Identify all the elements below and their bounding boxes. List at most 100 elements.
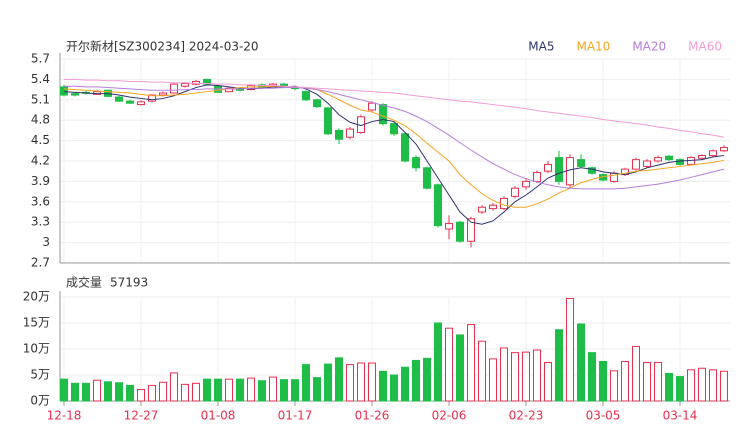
volume-bar	[533, 349, 541, 402]
candle-body	[71, 93, 79, 96]
volume-bar	[368, 362, 376, 402]
volume-bar	[610, 370, 618, 402]
volume-bar	[71, 382, 79, 402]
candle-body	[577, 159, 585, 167]
volume-bar	[313, 377, 321, 402]
candle-body	[313, 99, 321, 108]
legend-label: MA60	[688, 40, 722, 54]
volume-bar	[665, 372, 673, 402]
volume-bar	[445, 327, 453, 402]
candle-body	[720, 146, 728, 152]
candle-body	[126, 100, 134, 104]
volume-bar	[676, 376, 684, 402]
candle-body	[434, 184, 442, 227]
candle-body	[643, 160, 651, 167]
volume-bar	[621, 360, 629, 402]
ma-line	[63, 85, 725, 208]
x-tick-label: 12-18	[47, 409, 82, 423]
volume-bar	[159, 381, 167, 402]
candle-body	[137, 101, 145, 106]
y-tick-label: 3.9	[31, 174, 50, 188]
volume-bar	[401, 366, 409, 402]
volume-bar	[291, 379, 299, 402]
volume-bar	[467, 324, 475, 402]
volume-bar	[456, 334, 464, 402]
y-tick-label: 3	[42, 235, 50, 249]
candle-body	[489, 204, 497, 210]
candle-body	[456, 221, 464, 242]
candle-body	[346, 128, 354, 138]
y-tick-label: 4.5	[31, 133, 50, 147]
volume-bar	[269, 376, 277, 402]
candle-body	[401, 133, 409, 162]
ma-line	[64, 85, 725, 190]
volume-bar	[698, 367, 706, 402]
volume-bar	[335, 357, 343, 402]
candle-body	[665, 155, 673, 161]
x-tick-label: 03-05	[586, 409, 621, 423]
y-tick-label: 5万	[30, 368, 50, 382]
y-tick-label: 3.3	[31, 215, 50, 229]
volume-bar	[632, 345, 640, 402]
candle-body	[324, 107, 332, 135]
volume-bar	[720, 370, 728, 402]
candle-body	[181, 82, 189, 87]
candle-body	[148, 94, 156, 102]
volume-bar	[170, 372, 178, 402]
candle-body	[115, 96, 123, 102]
volume-bar	[82, 382, 90, 402]
candle-body	[379, 104, 387, 125]
candle-body	[423, 167, 431, 189]
ma-line	[64, 78, 725, 138]
volume-bar	[643, 362, 651, 402]
candle-body	[511, 187, 519, 197]
x-tick-label: 12-27	[124, 409, 159, 423]
candle-body	[632, 159, 640, 170]
volume-bar	[390, 374, 398, 402]
candle-body	[159, 92, 167, 96]
volume-bar	[247, 377, 255, 402]
y-tick-label: 2.7	[31, 256, 50, 270]
candle-body	[225, 87, 233, 93]
candle-body	[203, 78, 211, 85]
volume-bar	[511, 352, 519, 402]
volume-bar	[115, 382, 123, 402]
y-tick-label: 5.1	[31, 92, 50, 106]
volume-bar	[148, 384, 156, 402]
candle-body	[555, 157, 563, 182]
volume-bar	[489, 358, 497, 402]
volume-bar	[434, 322, 442, 402]
volume-bar	[687, 369, 695, 402]
legend-label: MA10	[576, 40, 610, 54]
volume-bar	[357, 362, 365, 402]
volume-bar	[137, 389, 145, 402]
volume-bar	[544, 362, 552, 402]
y-tick-label: 5.4	[31, 72, 50, 86]
x-tick-label: 01-17	[278, 409, 313, 423]
volume-bar	[258, 380, 266, 402]
candle-body	[676, 159, 684, 165]
y-tick-label: 0万	[30, 394, 50, 408]
candle-body	[698, 155, 706, 159]
candle-body	[302, 91, 310, 101]
y-tick-label: 4.2	[31, 154, 50, 168]
candle-body	[687, 157, 695, 165]
volume-bar	[280, 379, 288, 402]
ma-line	[63, 84, 725, 225]
candle-body	[390, 123, 398, 135]
volume-bar	[555, 329, 563, 402]
candle-body	[412, 157, 420, 169]
candle-body	[445, 223, 453, 230]
x-tick-label: 01-26	[355, 409, 390, 423]
volume-bar	[588, 352, 596, 402]
volume-bar	[599, 360, 607, 402]
y-tick-label: 15万	[23, 316, 50, 330]
volume-bar	[104, 381, 112, 402]
y-tick-label: 10万	[23, 342, 50, 356]
volume-bar	[60, 378, 68, 402]
candle-body	[654, 157, 662, 162]
volume-bar	[522, 351, 530, 402]
legend-label: MA5	[528, 40, 554, 54]
volume-bar	[192, 382, 200, 402]
